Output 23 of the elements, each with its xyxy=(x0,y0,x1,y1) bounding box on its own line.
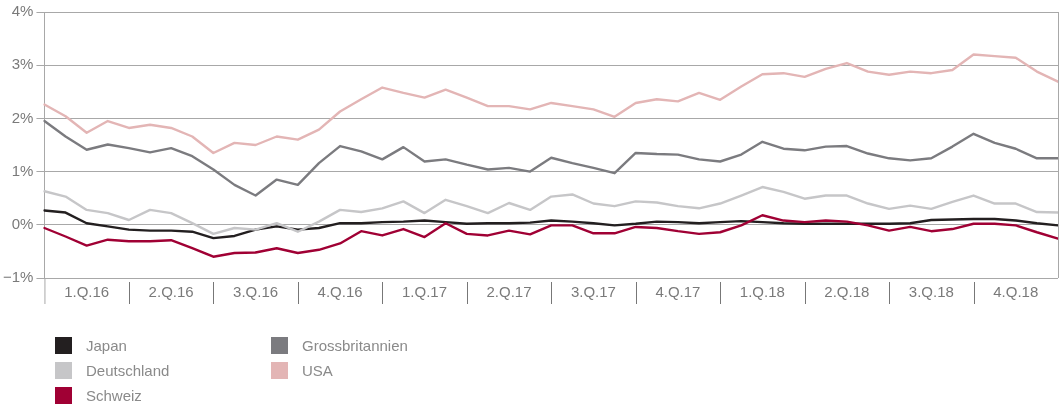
x-tick-label: 2.Q.18 xyxy=(824,283,870,301)
x-tick-label: 2.Q.16 xyxy=(148,283,194,301)
x-tick-label: 2.Q.17 xyxy=(486,283,532,301)
x-tick-label: 1.Q.17 xyxy=(402,283,448,301)
y-tick-label: 2% xyxy=(11,108,34,126)
legend-label: Deutschland xyxy=(86,362,170,379)
x-tick-label: 1.Q.18 xyxy=(739,283,785,301)
x-tick-label: 4.Q.16 xyxy=(317,283,363,301)
legend-label: USA xyxy=(302,362,333,379)
x-tick-label: 3.Q.17 xyxy=(570,283,616,301)
x-tick-label: 1.Q.16 xyxy=(64,283,110,301)
legend-label: Japan xyxy=(86,337,127,354)
y-tick-label: 0% xyxy=(11,214,34,232)
x-tick-label: 3.Q.16 xyxy=(233,283,279,301)
legend-label: Grossbritannien xyxy=(302,337,408,354)
x-tick-label: 4.Q.18 xyxy=(993,283,1039,301)
legend-label: Schweiz xyxy=(86,387,142,404)
x-tick-label: 3.Q.18 xyxy=(908,283,954,301)
x-tick-label: 4.Q.17 xyxy=(655,283,701,301)
y-tick-label: 1% xyxy=(11,161,34,179)
y-tick-label: 4% xyxy=(11,2,34,20)
y-tick-label: −1% xyxy=(2,268,34,286)
y-tick-label: 3% xyxy=(11,55,34,73)
